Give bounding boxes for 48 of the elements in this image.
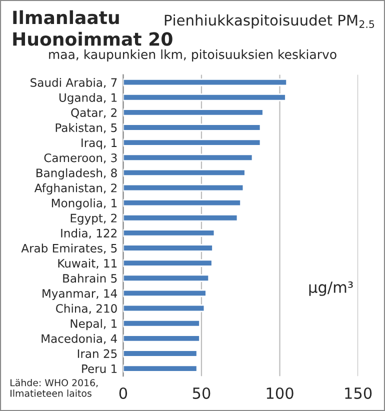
y-tick-label: Nepal, 1 (70, 318, 117, 330)
bar (123, 289, 207, 298)
y-tick-label: Saudi Arabia, 7 (30, 78, 117, 88)
y-tick-label: Cameroon, 3 (44, 153, 117, 164)
y-tick-label: Iran 25 (78, 349, 117, 358)
bar (123, 138, 262, 146)
y-tick-label: Qatar, 2 (71, 108, 116, 118)
y-tick-label: Mongolia, 1 (52, 198, 117, 210)
y-tick-label: Afghanistan, 2 (34, 183, 116, 195)
chart-subtitle: Pienhiukkaspitoisuudet PM$_{2.5}$ (164, 14, 374, 28)
bar (123, 214, 238, 222)
bar (123, 124, 262, 132)
bar (123, 229, 216, 237)
y-tick-label: Uganda, 1 (59, 93, 117, 104)
bar (123, 94, 286, 102)
bar (123, 184, 244, 192)
text: Lähde: WHO 2016, Ilmatieteen laitos (10, 378, 98, 397)
bar (123, 168, 246, 177)
y-tick-label: Bangladesh, 8 (36, 168, 117, 180)
y-tick-label: Kuwait, 11 (58, 258, 117, 269)
y-tick-label: Iraq, 1 (82, 138, 117, 150)
y-tick-label: Macedonia, 4 (42, 334, 117, 344)
x-tick-label: 150 (345, 387, 372, 399)
y-tick-label: Peru 1 (82, 364, 117, 374)
y-tick-label: Arab Emirates, 5 (21, 244, 117, 254)
bar (123, 108, 264, 116)
bar (123, 319, 200, 328)
y-tick-label: Pakistan, 5 (56, 123, 117, 134)
bar (123, 350, 198, 358)
bar (123, 259, 213, 267)
bar (123, 364, 198, 372)
bar (123, 244, 214, 252)
y-tick-label: Egypt, 2 (70, 214, 116, 225)
x-tick-label: 100 (266, 387, 294, 399)
bar (123, 198, 242, 207)
bar (123, 154, 254, 162)
bar (123, 78, 288, 86)
bar (123, 304, 206, 312)
y-tick-label: Bahrain 5 (63, 274, 117, 283)
text: maa, kaupunkien lkm, pitoisuuksien keskiarvo (49, 49, 336, 62)
x-tick-label: 0 (119, 387, 128, 399)
bar (123, 274, 210, 282)
y-tick-label: Myanmar, 14 (42, 289, 117, 300)
y-tick-label: India, 122 (61, 228, 116, 239)
bar (123, 334, 200, 342)
annotation: µg/m³ (309, 281, 353, 296)
x-tick-label: 50 (192, 387, 210, 399)
y-tick-label: China, 210 (56, 304, 117, 314)
